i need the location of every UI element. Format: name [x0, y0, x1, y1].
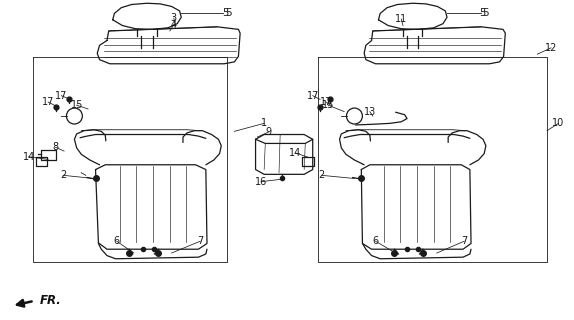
Text: 10: 10 [552, 118, 565, 128]
Text: 17: 17 [42, 97, 55, 107]
Text: 13: 13 [364, 107, 376, 116]
Text: 8: 8 [52, 142, 59, 152]
Text: 12: 12 [545, 43, 557, 53]
Text: 15: 15 [71, 100, 83, 110]
Text: 5: 5 [483, 8, 489, 19]
Text: 16: 16 [255, 177, 267, 187]
Text: 17: 17 [307, 91, 319, 101]
Text: 1: 1 [261, 118, 267, 128]
Text: 5: 5 [225, 8, 232, 19]
Text: 2: 2 [318, 170, 324, 180]
Text: 15: 15 [322, 100, 334, 110]
Text: 17: 17 [55, 91, 67, 101]
Text: 6: 6 [373, 236, 379, 246]
Text: 17: 17 [320, 97, 332, 107]
Text: 11: 11 [395, 14, 408, 24]
Text: 14: 14 [22, 152, 35, 162]
Text: 5: 5 [222, 8, 228, 18]
Text: 4: 4 [171, 20, 177, 29]
Text: 5: 5 [479, 8, 486, 18]
Text: 14: 14 [289, 148, 302, 158]
Text: 2: 2 [60, 170, 66, 180]
Text: 7: 7 [197, 236, 203, 246]
Text: 6: 6 [114, 236, 120, 246]
Text: 9: 9 [266, 127, 272, 137]
Text: 3: 3 [171, 13, 177, 23]
Text: FR.: FR. [40, 294, 62, 307]
Text: 7: 7 [461, 236, 467, 246]
